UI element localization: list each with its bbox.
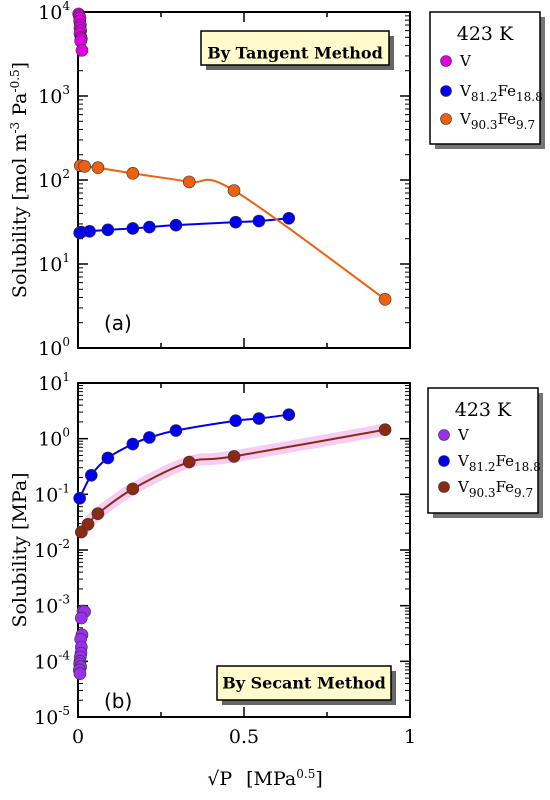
y-tick-label: 102	[38, 167, 70, 192]
data-point	[229, 215, 242, 229]
data-point	[126, 222, 140, 235]
data-point	[73, 667, 87, 680]
y-tick-label: 10-4	[34, 648, 70, 673]
data-point	[84, 468, 98, 482]
data-point	[143, 431, 156, 444]
y-tick-label: 10-5	[34, 704, 70, 729]
legend-label: V81.2Fe18.8	[457, 452, 541, 474]
data-point	[252, 214, 266, 228]
panel-b-legend: 423 K V V81.2Fe18.8 V90.3Fe9.7	[427, 387, 543, 518]
panel-b-x-ticks: 0 0.5 1	[72, 383, 416, 748]
data-point	[227, 450, 241, 463]
panel-a-label: (a)	[104, 311, 132, 335]
data-point	[101, 451, 115, 465]
legend-label: V	[457, 426, 470, 444]
data-point	[91, 161, 105, 175]
x-tick-label: 0	[72, 726, 84, 748]
data-point	[75, 611, 88, 625]
data-point	[81, 517, 95, 531]
data-point	[378, 423, 392, 436]
panel-a-y-axis-label: Solubility [mol m-3 Pa-0.5]	[8, 62, 31, 298]
data-point	[182, 175, 196, 189]
panel-a-method-label: By Tangent Method	[207, 44, 383, 63]
data-point	[169, 424, 183, 437]
legend-label: V90.3Fe9.7	[459, 110, 535, 132]
legend-marker	[440, 113, 452, 125]
panel-a-series	[72, 7, 392, 306]
panel-a-legend: 423 K V V81.2Fe18.8 V90.3Fe9.7	[429, 11, 545, 149]
data-point	[91, 507, 105, 520]
panel-b-label: (b)	[104, 689, 132, 713]
x-tick-label: 0.5	[229, 726, 259, 748]
data-point	[78, 160, 91, 173]
panel-a-method-box: By Tangent Method	[200, 30, 394, 70]
data-point	[182, 455, 196, 469]
data-point	[73, 491, 86, 505]
panel-b-y-axis-label: Solubility [MPa]	[9, 472, 31, 627]
data-point	[126, 437, 140, 451]
y-tick-label: 100	[38, 426, 70, 451]
data-point	[126, 167, 140, 180]
y-tick-label: 100	[38, 335, 70, 360]
y-tick-label: 101	[38, 251, 70, 276]
data-point	[101, 223, 115, 237]
panel-a-legend-title: 423 K	[457, 23, 514, 45]
y-tick-label: 10-3	[34, 593, 70, 618]
legend-marker	[440, 85, 452, 97]
panel-a: 100 101 102 103 104 Solubility [mol m-3 Pa-0…	[8, 0, 545, 360]
legend-label: V	[459, 52, 472, 70]
legend-marker	[440, 55, 452, 67]
legend-marker	[438, 481, 450, 493]
y-tick-label: 10-1	[34, 481, 70, 506]
data-point	[126, 482, 140, 496]
panel-a-y-ticks: 100 101 102 103 104	[38, 0, 411, 360]
data-point	[169, 218, 183, 232]
y-tick-label: 10-2	[34, 537, 70, 562]
data-point	[83, 225, 96, 238]
legend-label: V90.3Fe9.7	[457, 478, 533, 500]
y-tick-label: 103	[38, 83, 70, 108]
x-tick-label: 1	[404, 726, 416, 748]
panel-b-method-label: By Secant Method	[222, 674, 386, 693]
legend-marker	[438, 455, 450, 467]
data-point	[143, 220, 156, 234]
data-point	[252, 412, 266, 425]
data-point	[75, 43, 89, 57]
panel-b-x-axis-label: √P [MPa0.5]	[207, 767, 323, 790]
data-point	[229, 414, 242, 428]
legend-marker	[438, 429, 450, 441]
panel-b-series	[73, 408, 392, 680]
legend-label: V81.2Fe18.8	[459, 82, 543, 104]
panel-b-method-box: By Secant Method	[216, 665, 396, 705]
data-point	[282, 211, 296, 225]
y-tick-label: 101	[38, 370, 70, 395]
data-point	[227, 184, 241, 197]
panel-b-y-ticks: 10-5 10-4 10-3 10-2 10-1 100 101	[34, 370, 410, 729]
panel-b-legend-title: 423 K	[455, 399, 512, 421]
data-point	[282, 408, 296, 421]
data-point	[378, 292, 392, 306]
y-tick-label: 104	[38, 0, 70, 24]
